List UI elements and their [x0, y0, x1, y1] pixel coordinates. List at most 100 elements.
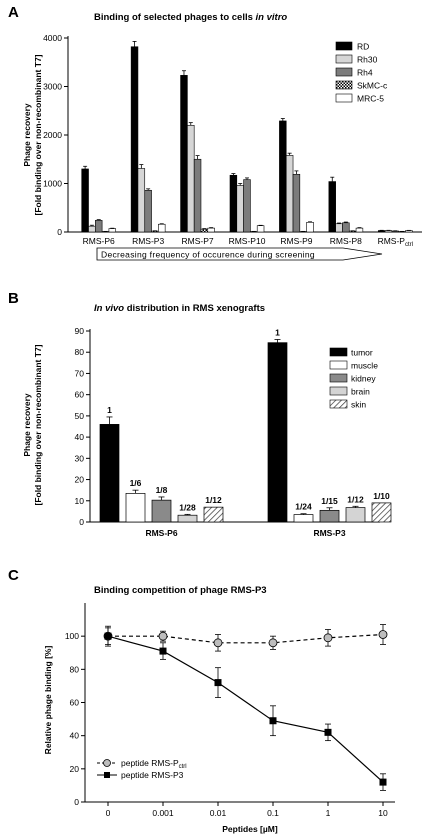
panel-a-ytick-label: 0 — [57, 227, 62, 237]
panel-b-ytick-label: 30 — [75, 453, 85, 463]
panel-a-category-label: RMS-P6 — [83, 236, 115, 246]
panel-a-ytick-label: 2000 — [43, 130, 62, 140]
panel-b-legend-label: muscle — [351, 361, 378, 371]
panel-b-ytick-label: 20 — [75, 475, 85, 485]
panel-c-series-line — [108, 633, 384, 644]
panel-b-bar — [99, 424, 120, 523]
panel-a-bar — [193, 158, 202, 233]
panel-c-xtick-label: 0.001 — [152, 808, 174, 818]
panel-b-data-label: 1/12 — [205, 495, 222, 505]
panel-c-point — [324, 728, 332, 736]
panel-a-legend-swatch — [335, 80, 353, 90]
panel-a-bar — [180, 75, 188, 233]
panel-b-data-label: 1/28 — [179, 502, 196, 512]
panel-c-legend-marker — [104, 772, 110, 778]
panel-letter-c: C — [8, 567, 19, 584]
panel-b-legend-label: skin — [351, 400, 366, 410]
panel-b-bar — [371, 502, 392, 523]
panel-a-bar — [81, 168, 89, 233]
panel-c-point — [323, 633, 333, 643]
panel-a-legend-label: MRC-5 — [357, 94, 384, 104]
panel-a-bar — [144, 189, 152, 233]
panel-b-data-label: 1 — [107, 405, 112, 415]
panel-a-legend-swatch — [335, 93, 353, 103]
panel-a-legend-swatch — [335, 41, 353, 51]
panel-a-ytick-label: 4000 — [43, 33, 62, 43]
panel-a-bar — [243, 179, 251, 233]
panel-a-bar — [285, 155, 294, 233]
panel-a-category-label: RMS-P10 — [229, 236, 266, 246]
panel-c-legend-label: peptide RMS-P3 — [121, 770, 184, 780]
panel-b-bar — [151, 499, 172, 523]
panel-c-ytick-label: 80 — [70, 664, 80, 674]
panel-a-bar — [236, 185, 244, 233]
panel-a-bar — [279, 120, 287, 233]
panel-c-point — [104, 632, 112, 640]
panel-a-ytick-label: 3000 — [43, 82, 62, 92]
panel-c-title: Binding competition of phage RMS-P3 — [94, 585, 267, 596]
panel-b-data-label: 1/12 — [347, 494, 364, 504]
panel-b-data-label: 1/6 — [130, 478, 142, 488]
panel-a-category-label: RMS-Pctrl — [378, 236, 413, 248]
panel-a-bar — [88, 225, 96, 233]
panel-b-legend-swatch — [329, 373, 348, 383]
panel-c-point — [214, 679, 222, 687]
panel-b-legend-label: brain — [351, 387, 370, 397]
panel-b-title: In vivo distribution in RMS xenografts — [94, 303, 265, 314]
panel-b-legend-swatch — [329, 386, 348, 396]
panel-b-category-label: RMS-P6 — [145, 528, 177, 538]
panel-a-ytick-label: 1000 — [43, 179, 62, 189]
panel-b-legend-label: kidney — [351, 374, 376, 384]
panel-b-legend-label: tumor — [351, 348, 373, 358]
panel-a-legend-label: SkMC-c — [357, 81, 388, 91]
panel-a-bar — [384, 230, 393, 233]
panel-a-bar — [137, 168, 146, 233]
panel-c-point — [159, 647, 167, 655]
panel-a-bar — [229, 174, 238, 233]
panel-b-bar — [203, 506, 224, 523]
panel-b-ytick-label: 70 — [75, 368, 85, 378]
panel-b-bar — [125, 493, 146, 523]
panel-b-ytick-label: 50 — [75, 411, 85, 421]
panel-c-xtick-label: 0.1 — [267, 808, 279, 818]
panel-b-data-label: 1/24 — [295, 502, 312, 512]
panel-a-bar — [306, 222, 314, 233]
panel-c-ytick-label: 100 — [65, 631, 79, 641]
panel-b-data-label: 1 — [275, 327, 280, 337]
panel-c-xtick-label: 1 — [326, 808, 331, 818]
panel-b-bar — [267, 342, 288, 523]
panel-a-bar — [328, 181, 336, 233]
panel-a-bar — [256, 225, 265, 233]
frequency-arrow: Decreasing frequency of occurence during… — [96, 247, 383, 261]
panel-b-legend-swatch — [329, 399, 348, 409]
panel-a-bar — [95, 220, 103, 233]
panel-b: B In vivo distribution in RMS xenografts… — [8, 290, 392, 538]
panel-a: A Binding of selected phages to cells in… — [8, 4, 422, 261]
panel-b-ytick-label: 80 — [75, 347, 85, 357]
panel-a-bar — [355, 227, 364, 233]
panel-a-legend-label: Rh4 — [357, 68, 373, 78]
panel-b-legend: tumor muscle kidney brain skin — [329, 347, 378, 410]
panel-c-point — [269, 717, 277, 725]
panel-b-bar — [319, 509, 340, 523]
panel-b-legend-swatch — [329, 347, 348, 357]
panel-b-bar — [345, 507, 366, 523]
panel-b-ylabel-2: [Fold binding over non-recombinant T7] — [33, 344, 43, 505]
panel-a-bar — [200, 228, 209, 233]
panel-c-point — [378, 630, 388, 639]
panel-a-bar — [292, 173, 301, 233]
panel-a-title: Binding of selected phages to cells in v… — [94, 12, 287, 23]
panel-a-legend-label: RD — [357, 42, 369, 52]
panel-a-bar — [130, 46, 139, 233]
panel-a-category-subscript: ctrl — [405, 242, 413, 248]
panel-c-ytick-label: 0 — [74, 797, 79, 807]
panel-a-ylabel-1: Phage recovery — [22, 103, 32, 167]
panel-c-ytick-label: 20 — [70, 764, 80, 774]
panel-a-bar — [158, 223, 166, 233]
panel-letter-a: A — [8, 4, 19, 21]
panel-b-category-label: RMS-P3 — [313, 528, 345, 538]
panel-letter-b: B — [8, 290, 19, 307]
panel-b-ylabel-1: Phage recovery — [22, 393, 32, 457]
